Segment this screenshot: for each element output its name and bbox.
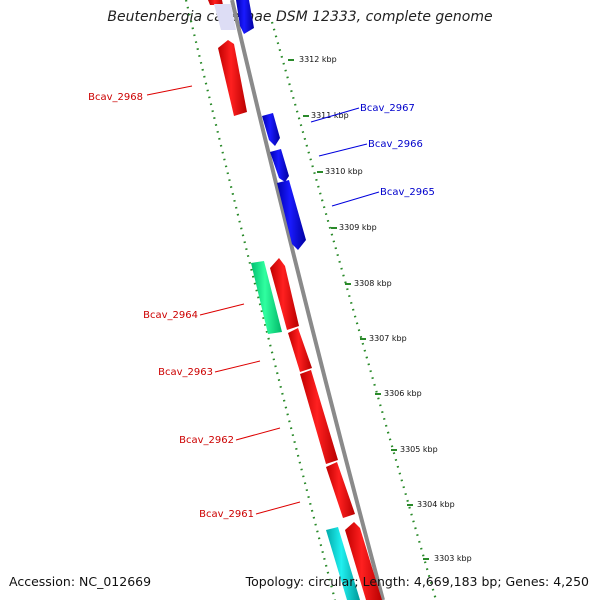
genome-summary: Topology: circular; Length: 4,669,183 bp…: [245, 574, 589, 589]
gene-label-bcav-2962[interactable]: Bcav_2962: [179, 427, 281, 446]
tick-label: 3309 kbp: [339, 223, 377, 232]
svg-text:Bcav_2965: Bcav_2965: [380, 187, 435, 198]
gene-label-bcav-2966[interactable]: Bcav_2966: [318, 139, 423, 157]
svg-text:Bcav_2962: Bcav_2962: [179, 435, 234, 446]
map-title: Beutenbergia cavernae DSM 12333, complet…: [107, 9, 493, 25]
gene-label-bcav-2964[interactable]: Bcav_2964: [143, 303, 245, 321]
gene-label-bcav-2963[interactable]: Bcav_2963: [158, 360, 261, 378]
tick-label: 3307 kbp: [369, 334, 407, 343]
gene-arrow-bcav-2961[interactable]: [326, 462, 355, 518]
gene-arrow-partial-forward[interactable]: [208, 0, 223, 5]
gene-arrow-bcav-2965[interactable]: [277, 180, 306, 250]
tick-label: 3304 kbp: [417, 500, 455, 509]
gene-arrow-partial-pale[interactable]: [214, 4, 236, 30]
tick-label: 3305 kbp: [400, 445, 438, 454]
gene-arrow-partial-bottom[interactable]: [345, 522, 382, 600]
svg-text:Bcav_2964: Bcav_2964: [143, 310, 198, 321]
svg-text:Bcav_2967: Bcav_2967: [360, 103, 415, 114]
gene-label-bcav-2961[interactable]: Bcav_2961: [199, 501, 301, 520]
tick-label: 3308 kbp: [354, 279, 392, 288]
svg-text:Bcav_2963: Bcav_2963: [158, 367, 213, 378]
gene-arrow-bcav-2962[interactable]: [300, 370, 338, 464]
gene-arrow-bcav-2966[interactable]: [270, 149, 289, 182]
tick-label: 3312 kbp: [299, 55, 337, 64]
tick-label: 3303 kbp: [434, 554, 472, 563]
gene-label-bcav-2968[interactable]: Bcav_2968: [88, 85, 193, 103]
genome-backbone: [230, 0, 385, 600]
gene-arrow-bcav-2968[interactable]: [218, 40, 247, 116]
svg-text:Bcav_2966: Bcav_2966: [368, 139, 423, 150]
gene-arrow-partial-reverse[interactable]: [236, 0, 254, 34]
tick-label: 3310 kbp: [325, 167, 363, 176]
tick-labels: 3312 kbp 3311 kbp 3310 kbp 3309 kbp 3308…: [299, 55, 472, 563]
gene-label-bcav-2967[interactable]: Bcav_2967: [310, 103, 415, 123]
tick-label: 3306 kbp: [384, 389, 422, 398]
gene-arrow-bcav-2967[interactable]: [262, 113, 280, 146]
rna-feature-bcav-2964[interactable]: [251, 261, 282, 334]
tick-label: 3311 kbp: [311, 111, 349, 120]
accession-label: Accession: NC_012669: [9, 574, 152, 589]
svg-text:Bcav_2961: Bcav_2961: [199, 509, 254, 520]
gene-arrow-bcav-2964[interactable]: [270, 258, 299, 330]
tick-marks: [288, 59, 429, 560]
rna-feature-partial-bottom[interactable]: [326, 527, 360, 600]
svg-text:Bcav_2968: Bcav_2968: [88, 92, 143, 103]
gene-arrow-bcav-2963[interactable]: [288, 328, 312, 372]
gene-label-bcav-2965[interactable]: Bcav_2965: [331, 187, 435, 207]
